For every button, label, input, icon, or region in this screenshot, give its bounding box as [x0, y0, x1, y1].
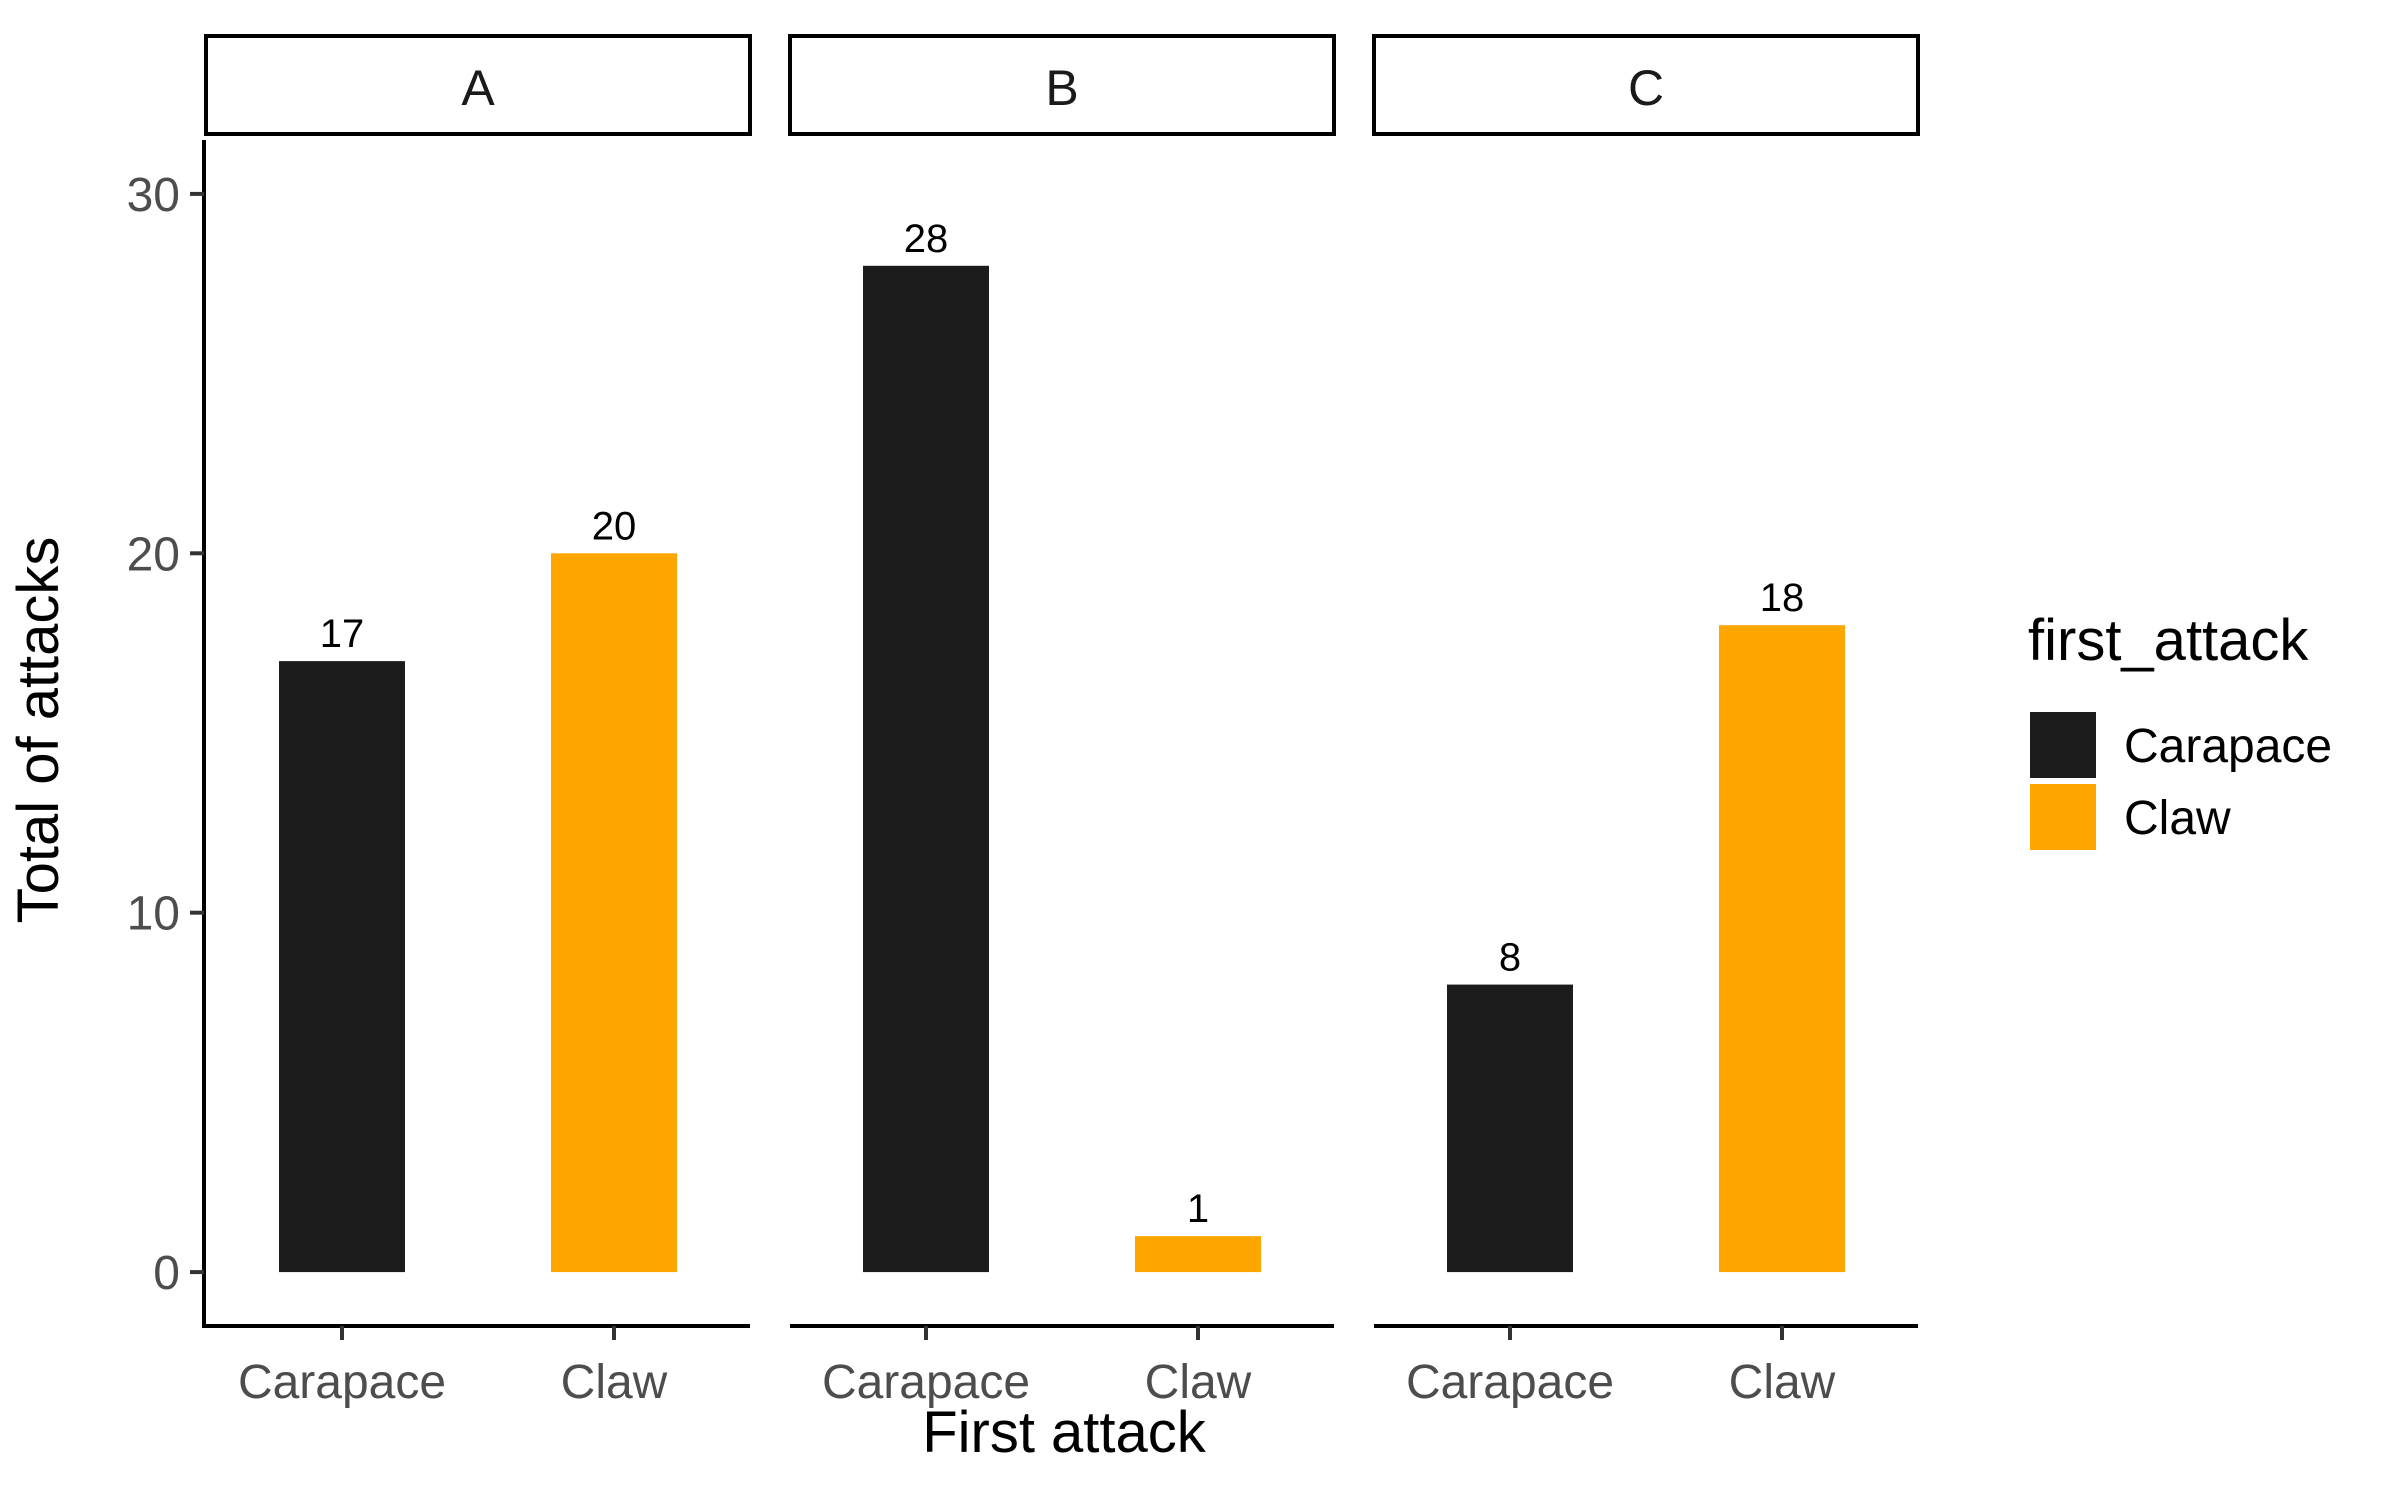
bar-C-claw: [1719, 625, 1845, 1273]
legend-key-claw: [2030, 784, 2096, 850]
facet-strip: [204, 34, 752, 136]
data-label: 1: [1187, 1187, 1209, 1231]
bar-B-claw: [1135, 1236, 1261, 1273]
legend-key-carapace: [2030, 712, 2096, 778]
data-label: 28: [904, 217, 949, 261]
legend: first_attack Carapace Claw: [2028, 608, 2332, 850]
y-axis: 0 10 20 30: [127, 140, 206, 1328]
legend-label: Carapace: [2124, 720, 2332, 773]
x-tick-label: Claw: [1729, 1356, 1836, 1409]
facet-strip: [788, 34, 1336, 136]
x-tick-label: Carapace: [822, 1356, 1030, 1409]
legend-entries: Carapace Claw: [2030, 712, 2332, 850]
x-tick-label: Carapace: [1406, 1356, 1614, 1409]
facet-panel-C: C 8 18 Carapace Claw: [1372, 34, 1920, 1409]
y-tick-label: 0: [153, 1247, 180, 1300]
x-tick-label: Carapace: [238, 1356, 446, 1409]
data-label: 17: [320, 612, 365, 656]
data-label: 20: [592, 504, 637, 548]
y-tick-label: 10: [127, 888, 180, 941]
x-tick-label: Claw: [561, 1356, 668, 1409]
x-tick-label: Claw: [1145, 1356, 1252, 1409]
y-axis-title: Total of attacks: [6, 537, 71, 924]
bar-A-carapace: [279, 661, 405, 1273]
bar-A-claw: [551, 553, 677, 1273]
legend-label: Claw: [2124, 792, 2231, 845]
y-tick-label: 20: [127, 528, 180, 581]
facet-panel-B: B 28 1 Carapace Claw: [788, 34, 1336, 1409]
facet-panel-A: A 17 20 Carapace Claw: [204, 34, 752, 1409]
data-label: 18: [1760, 576, 1805, 620]
facet-strip-label: C: [1628, 60, 1664, 116]
bar-C-carapace: [1447, 984, 1573, 1273]
facet-strip-label: B: [1045, 60, 1078, 116]
legend-title: first_attack: [2028, 608, 2309, 673]
x-axis-title: First attack: [922, 1400, 1207, 1465]
data-label: 8: [1499, 936, 1521, 980]
facet-strip: [1372, 34, 1920, 136]
facets-layer: A 17 20 Carapace Claw B 28 1 Carapace Claw C 8 18 Car…: [204, 34, 1920, 1409]
facet-strip-label: A: [461, 60, 495, 116]
y-tick-label: 30: [127, 169, 180, 222]
bar-B-carapace: [863, 265, 989, 1273]
